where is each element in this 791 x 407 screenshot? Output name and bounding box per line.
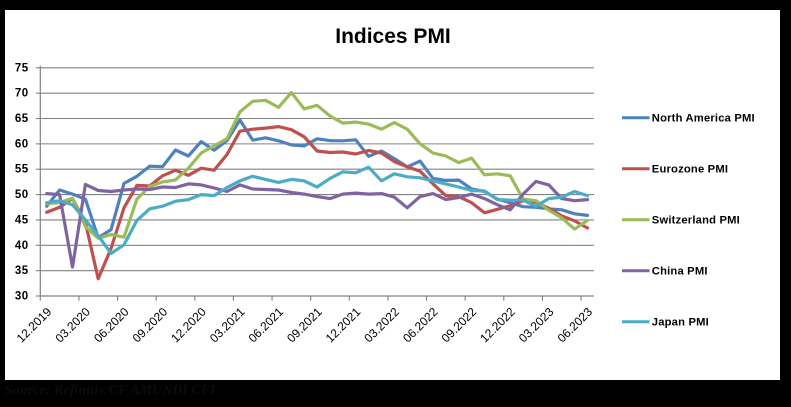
svg-text:Switzerland PMI: Switzerland PMI [652, 215, 740, 227]
svg-text:45: 45 [15, 214, 29, 226]
svg-text:China PMI: China PMI [652, 266, 708, 278]
svg-text:40: 40 [15, 240, 29, 252]
svg-text:Source: Refinitiv/CF AMUNDI CF: Source: Refinitiv/CF AMUNDI CFI [5, 382, 216, 397]
svg-text:Eurozone PMI: Eurozone PMI [652, 164, 728, 176]
svg-text:Japan PMI: Japan PMI [652, 317, 709, 329]
svg-text:30: 30 [15, 291, 29, 303]
svg-text:75: 75 [15, 62, 29, 74]
svg-text:50: 50 [15, 189, 29, 201]
svg-text:70: 70 [15, 88, 29, 100]
svg-text:55: 55 [15, 164, 29, 176]
svg-text:65: 65 [15, 113, 29, 125]
svg-text:Indices PMI: Indices PMI [335, 25, 451, 48]
svg-text:60: 60 [15, 138, 29, 150]
svg-text:35: 35 [15, 265, 29, 277]
svg-text:North America PMI: North America PMI [652, 113, 755, 125]
